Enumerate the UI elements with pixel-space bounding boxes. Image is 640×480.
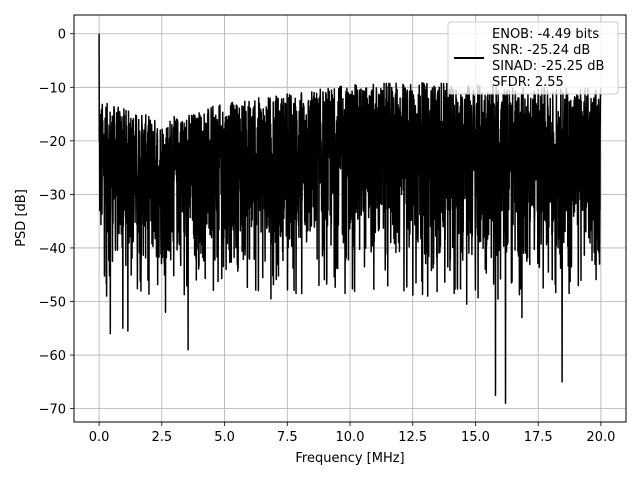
x-tick-label: 20.0	[586, 430, 615, 445]
legend-entry-sfdr: SFDR: 2.55	[492, 75, 564, 90]
legend-entry-snr: SNR: -25.24 dB	[492, 43, 590, 58]
psd-series-line	[98, 33, 602, 405]
y-tick-label: −60	[39, 349, 66, 364]
y-axis: 0 −10 −20 −30 −40 −50 −60 −70	[39, 28, 74, 418]
x-tick-label: 17.5	[524, 430, 553, 445]
x-tick-label: 2.5	[151, 430, 172, 445]
y-tick-label: −10	[39, 81, 66, 96]
x-tick-label: 10.0	[336, 430, 365, 445]
y-tick-label: −20	[39, 135, 66, 150]
legend-entry-sinad: SINAD: -25.25 dB	[492, 59, 604, 74]
legend: ENOB: -4.49 bits SNR: -25.24 dB SINAD: -…	[447, 21, 619, 95]
y-tick-label: −30	[39, 188, 66, 203]
y-axis-label: PSD [dB]	[14, 189, 29, 247]
y-tick-label: 0	[58, 28, 66, 43]
legend-entry-enob: ENOB: -4.49 bits	[492, 27, 599, 42]
x-tick-label: 5.0	[214, 430, 235, 445]
x-axis: 0.0 2.5 5.0 7.5 10.0 12.5 15.0 17.5 20.0	[89, 422, 615, 445]
legend-box	[447, 21, 619, 95]
x-tick-label: 0.0	[89, 430, 110, 445]
y-tick-label: −70	[39, 403, 66, 418]
y-tick-label: −40	[39, 242, 66, 257]
y-tick-label: −50	[39, 296, 66, 311]
x-tick-label: 7.5	[277, 430, 298, 445]
plot-area	[98, 33, 602, 405]
x-tick-label: 12.5	[398, 430, 427, 445]
x-axis-label: Frequency [MHz]	[295, 451, 404, 466]
x-tick-label: 15.0	[461, 430, 490, 445]
